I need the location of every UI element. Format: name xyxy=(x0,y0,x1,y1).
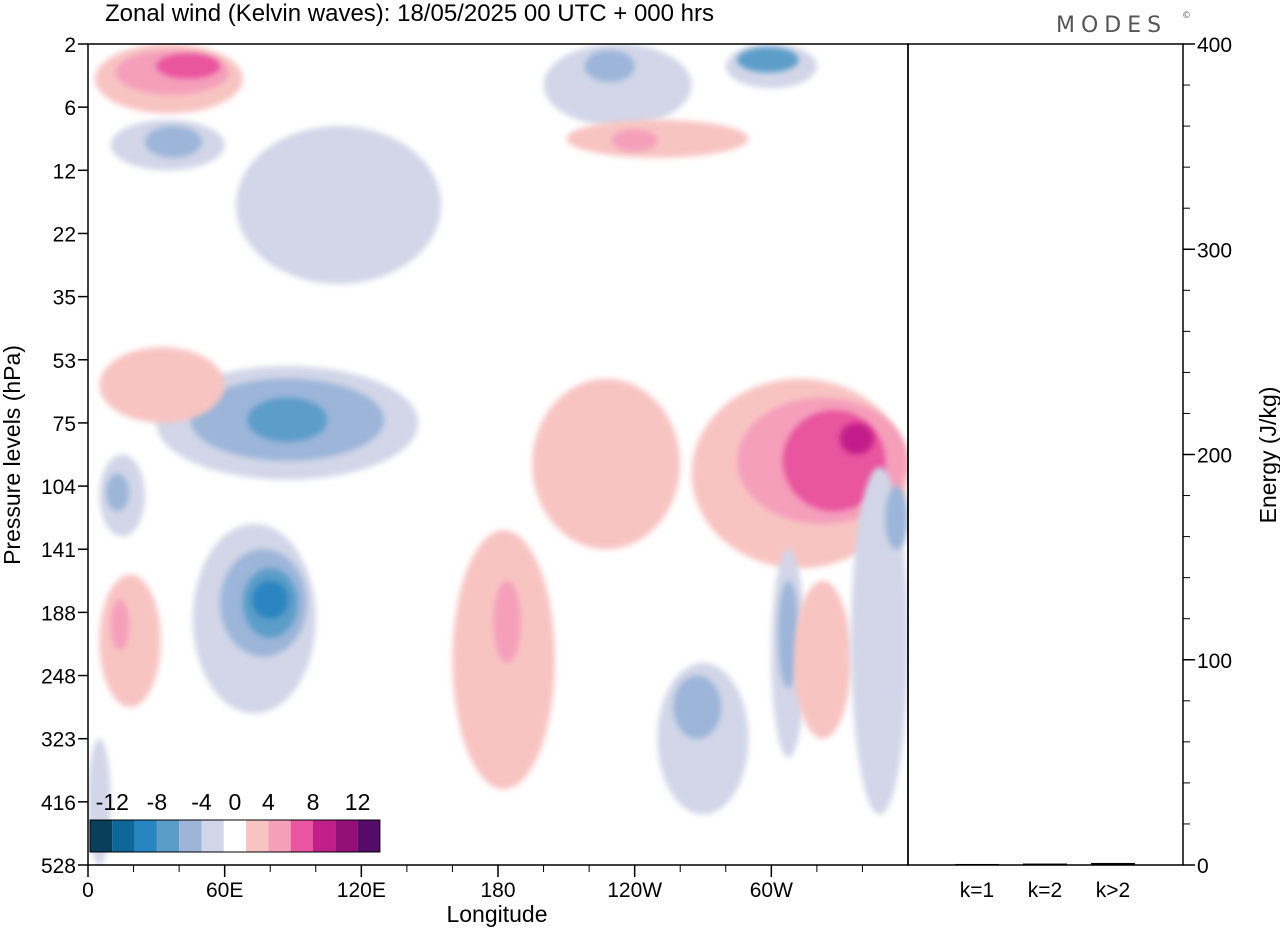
colorbar-swatch xyxy=(134,820,157,852)
x-tick-label: 0 xyxy=(82,879,94,902)
colorbar-swatch xyxy=(90,820,113,852)
contour-region xyxy=(851,467,908,815)
colorbar-swatch xyxy=(335,820,358,852)
contour-region xyxy=(99,347,225,423)
contour-region xyxy=(493,580,521,663)
x-axis-label: Longitude xyxy=(446,901,547,927)
colorbar-label: -8 xyxy=(147,789,167,815)
energy-tick-label: 400 xyxy=(1197,34,1232,57)
y-tick-label: 22 xyxy=(53,223,76,246)
colorbar-frame xyxy=(89,819,381,853)
contour-region xyxy=(885,486,908,550)
contour-region xyxy=(252,580,289,619)
colorbar-label: 4 xyxy=(262,789,275,815)
colorbar-label: 8 xyxy=(307,789,320,815)
contour-region xyxy=(532,378,681,550)
energy-tick-label: 0 xyxy=(1197,855,1209,878)
energy-axis-ticks: 0 100 200 300 400 xyxy=(1183,34,1232,878)
colorbar-swatch xyxy=(179,820,202,852)
colorbar: -12 -8 -4 0 4 8 12 xyxy=(89,789,381,853)
colorbar-swatch xyxy=(246,820,269,852)
energy-category-label: k=2 xyxy=(1028,879,1062,902)
colorbar-swatch xyxy=(357,820,380,852)
colorbar-swatch xyxy=(223,820,247,852)
energy-category-label: k=1 xyxy=(960,879,994,902)
energy-bar xyxy=(955,863,999,865)
contour-region xyxy=(110,599,129,651)
colorbar-swatch xyxy=(290,820,313,852)
energy-tick-label: 200 xyxy=(1197,445,1232,468)
x-axis-ticks: 0 60E 120E 180 120W 60W xyxy=(82,865,863,902)
contour-region xyxy=(839,422,874,455)
y-tick-label: 35 xyxy=(53,287,76,310)
contour-region xyxy=(247,397,328,442)
energy-axis-label: Energy (J/kg) xyxy=(1255,387,1280,524)
contour-region xyxy=(144,126,202,158)
y-tick-label: 6 xyxy=(64,97,76,120)
contour-region xyxy=(794,580,852,739)
y-axis-ticks: 2 6 12 22 35 53 75 104 141 188 248 323 416 528 xyxy=(41,34,88,878)
contour-region xyxy=(673,675,722,739)
y-tick-label: 416 xyxy=(41,792,76,815)
y-tick-label: 104 xyxy=(41,476,76,499)
x-tick-label: 60E xyxy=(206,879,243,902)
y-tick-label: 248 xyxy=(41,666,76,689)
energy-category-ticks: k=1 k=2 k>2 xyxy=(960,879,1130,902)
contour-region xyxy=(778,580,799,689)
contour-region xyxy=(584,50,635,82)
y-tick-label: 141 xyxy=(41,539,76,562)
colorbar-swatch xyxy=(313,820,336,852)
colorbar-label: 0 xyxy=(229,789,242,815)
y-axis-label: Pressure levels (hPa) xyxy=(0,345,25,565)
energy-frame xyxy=(907,43,1184,866)
energy-bar xyxy=(1091,862,1135,865)
chart-title: Zonal wind (Kelvin waves): 18/05/2025 00… xyxy=(105,0,714,27)
y-tick-label: 75 xyxy=(53,413,76,436)
energy-bar xyxy=(1023,863,1067,865)
contour-layer xyxy=(88,44,908,865)
contour-region xyxy=(737,47,799,73)
colorbar-label: -12 xyxy=(96,789,129,815)
y-tick-label: 528 xyxy=(41,855,76,878)
y-tick-label: 2 xyxy=(64,34,76,57)
contour-region xyxy=(236,126,442,284)
contour-region xyxy=(106,473,129,512)
energy-panel: 0 100 200 300 400 k=1 k=2 k>2 Energy (J/kg) xyxy=(907,34,1280,902)
modes-logo: MODES xyxy=(1056,13,1167,38)
energy-bars xyxy=(955,862,1135,865)
energy-tick-label: 300 xyxy=(1197,239,1232,262)
energy-tick-label: 100 xyxy=(1197,650,1232,673)
contour-region xyxy=(566,119,749,158)
contour-region xyxy=(156,53,221,79)
x-tick-label: 60W xyxy=(750,879,793,902)
colorbar-label: -4 xyxy=(191,789,212,815)
colorbar-label: 12 xyxy=(345,789,371,815)
hovmoller-panel: -12 -8 -4 0 4 8 12 0 60E 120E 180 120W 60W 26122235… xyxy=(0,34,909,927)
y-tick-label: 53 xyxy=(53,350,76,373)
y-tick-label: 323 xyxy=(41,729,76,752)
colorbar-swatch xyxy=(268,820,291,852)
colorbar-swatch xyxy=(156,820,180,852)
x-tick-label: 180 xyxy=(480,879,515,902)
contour-region xyxy=(99,574,161,708)
y-tick-label: 188 xyxy=(41,602,76,625)
y-tick-label: 12 xyxy=(53,160,76,183)
x-tick-label: 120E xyxy=(337,879,386,902)
energy-category-label: k>2 xyxy=(1096,879,1130,902)
colorbar-swatch xyxy=(201,820,224,852)
x-tick-label: 120W xyxy=(607,879,662,902)
colorbar-swatch xyxy=(112,820,135,852)
modes-logo-mark: © xyxy=(1182,11,1191,21)
contour-region xyxy=(611,129,658,152)
contour-region xyxy=(543,44,692,127)
